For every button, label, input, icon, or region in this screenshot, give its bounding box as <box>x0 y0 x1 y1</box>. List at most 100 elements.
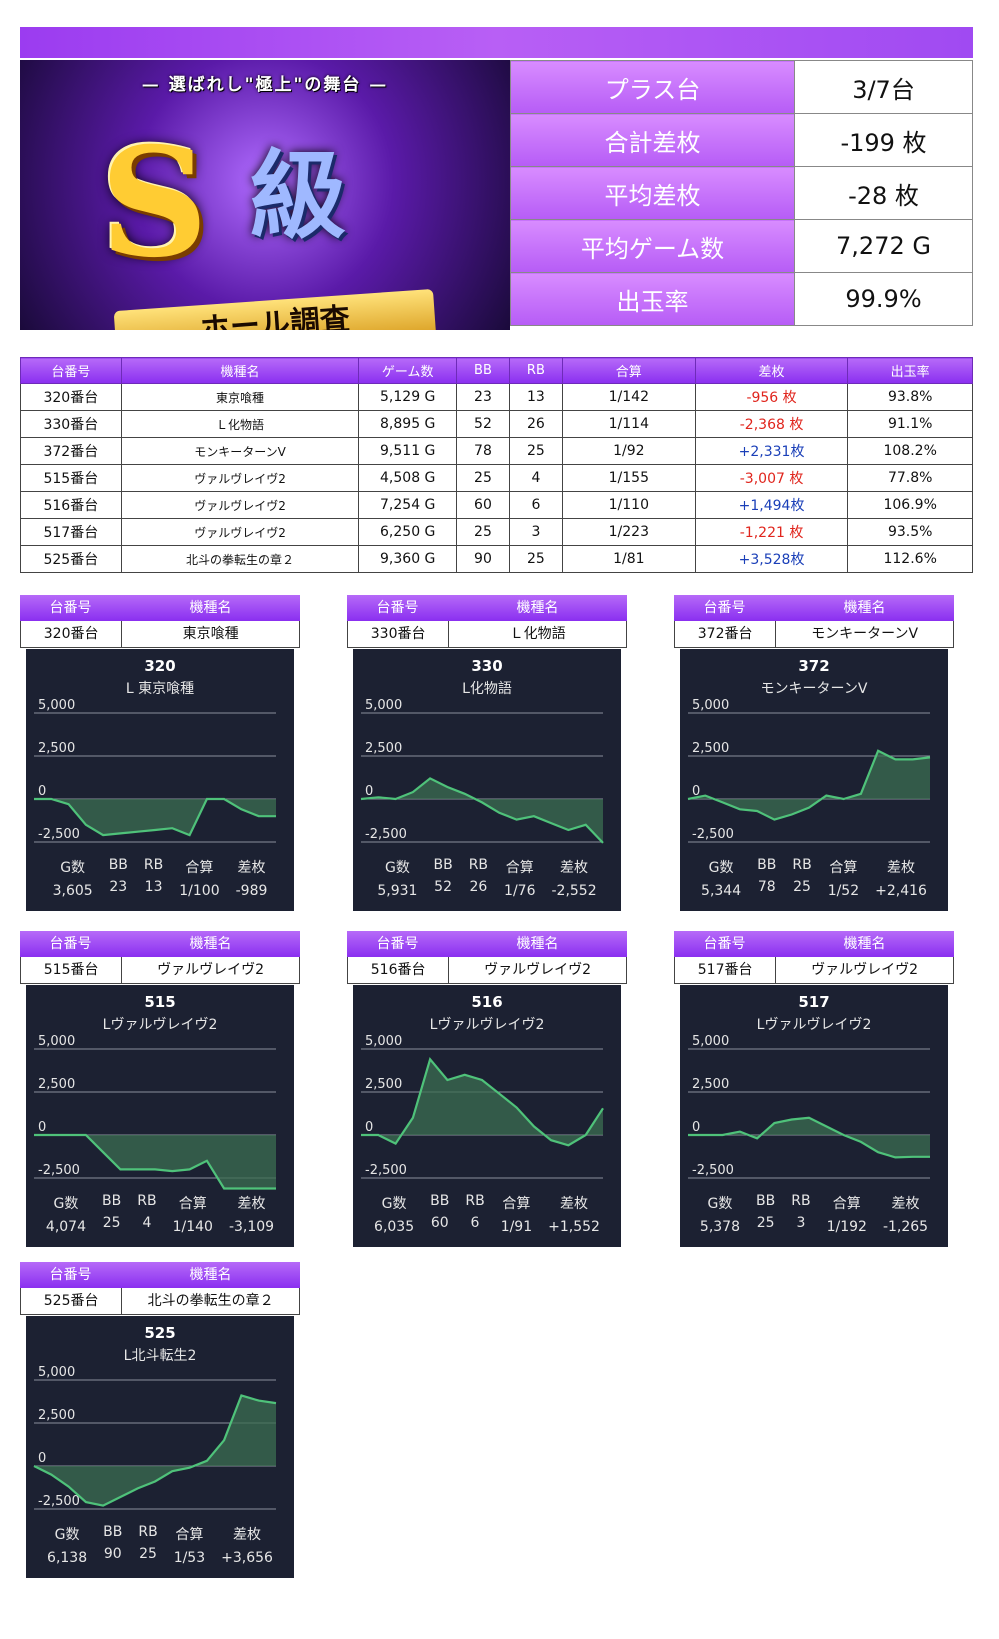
stat-label: RB <box>138 1524 158 1540</box>
graph-area <box>361 1059 603 1146</box>
table-cell: 4 <box>508 464 563 492</box>
card-header-number: 台番号 <box>674 931 775 957</box>
stat-label: BB <box>756 1193 776 1209</box>
table-cell: 26 <box>508 410 563 438</box>
table-cell: 91.1% <box>847 410 973 438</box>
stat-value: -1,265 <box>882 1219 929 1235</box>
table-row: 320番台 東京喰種 5,129 G 23 13 1/142 -956 枚 93.8% <box>20 383 973 411</box>
stat-column: 差枚 +2,416 <box>871 857 931 899</box>
graph-title: 516 <box>471 993 503 1011</box>
card-machine-number: 515番台 <box>20 957 123 983</box>
graph-plot: 5,000 2,500 0 -2,500 <box>687 698 931 843</box>
card-machine-name: Ｌ化物語 <box>449 621 627 647</box>
card-header-name: 機種名 <box>448 931 627 957</box>
graph-line <box>360 777 604 844</box>
card-machine-number: 516番台 <box>347 957 450 983</box>
stat-label: G数 <box>54 1527 80 1543</box>
table-cell: 372番台 <box>20 437 122 465</box>
stat-value: 1/52 <box>827 883 860 899</box>
graph-plot: 5,000 2,500 0 -2,500 <box>688 1034 930 1179</box>
card-header-name: 機種名 <box>775 931 954 957</box>
y-tick-label: 2,500 <box>365 1077 402 1092</box>
stat-column: RB 13 <box>140 857 167 899</box>
stat-label: 合算 <box>505 860 534 876</box>
graph-title: 525 <box>144 1324 176 1342</box>
stat-value: 23 <box>109 879 128 895</box>
table-cell: ヴァルヴレイヴ2 <box>120 464 360 492</box>
y-tick-label: 5,000 <box>38 1365 75 1380</box>
stat-column: 差枚 +1,552 <box>544 1193 604 1235</box>
y-tick-label: 2,500 <box>365 741 402 756</box>
card-info-row: 515番台 ヴァルヴレイヴ2 <box>20 957 300 984</box>
card-machine-number: 320番台 <box>20 621 123 647</box>
card-header: 台番号 機種名 <box>20 931 300 957</box>
graph-subtitle: Lヴァルヴレイヴ2 <box>756 1017 872 1033</box>
stat-label: 差枚 <box>237 860 266 876</box>
table-cell: ヴァルヴレイヴ2 <box>120 518 360 546</box>
stat-value: 25 <box>139 1546 157 1562</box>
stat-value: +2,416 <box>875 883 927 899</box>
slump-graph: 5,000 2,500 0 -2,500 525 L北斗転生2 G数 6,138 BB 90 RB 2… <box>26 1316 294 1578</box>
stat-value: 6 <box>470 1215 480 1231</box>
y-tick-label: -2,500 <box>365 827 407 842</box>
table-cell: 330番台 <box>20 410 122 438</box>
graph-line <box>687 749 931 821</box>
stat-value: 5,344 <box>701 883 742 899</box>
machine-card: 台番号 機種名 515番台 ヴァルヴレイヴ2 5,000 2,500 0 -2,500 515 L… <box>20 931 300 1257</box>
stat-label: 合算 <box>829 860 858 876</box>
stat-value: 26 <box>469 879 488 895</box>
table-row: 372番台 モンキーターンV 9,511 G 78 25 1/92 +2,331枚 108.2… <box>20 437 973 465</box>
machine-card: 台番号 機種名 516番台 ヴァルヴレイヴ2 5,000 2,500 0 -2,500 516 L… <box>347 931 627 1257</box>
table-cell: 517番台 <box>20 518 122 546</box>
graph-title: 372 <box>798 657 830 675</box>
stat-value: 90 <box>103 1546 122 1562</box>
graph-stats: G数 3,605 BB 23 RB 13 合算 1/100 差枚 -989 <box>26 857 294 899</box>
graph-plot: 5,000 2,500 0 -2,500 <box>34 1034 276 1190</box>
table-cell: 320番台 <box>20 383 122 411</box>
table-cell: -2,368 枚 <box>694 410 849 438</box>
card-header: 台番号 機種名 <box>20 1262 300 1288</box>
summary-label: 平均ゲーム数 <box>510 219 795 273</box>
table-cell: 25 <box>508 545 563 573</box>
stat-column: 差枚 -2,552 <box>547 857 600 899</box>
machine-card: 台番号 機種名 330番台 Ｌ化物語 5,000 2,500 0 -2,500 330 L化物語 G… <box>347 595 627 921</box>
summary-value: -28 枚 <box>794 166 973 220</box>
card-header-number: 台番号 <box>347 595 448 621</box>
stat-value: 25 <box>756 1215 775 1231</box>
summary-label: 合計差枚 <box>510 113 795 167</box>
table-cell: 515番台 <box>20 464 122 492</box>
table-cell: ヴァルヴレイヴ2 <box>120 491 360 519</box>
stat-column: BB 60 <box>426 1193 453 1235</box>
table-cell: 525番台 <box>20 545 122 573</box>
card-machine-number: 517番台 <box>674 957 777 983</box>
graph-subtitle: Lヴァルヴレイヴ2 <box>102 1017 218 1033</box>
stat-label: G数 <box>708 860 734 876</box>
card-header-name: 機種名 <box>121 931 300 957</box>
stat-column: RB 25 <box>134 1524 161 1566</box>
stat-column: RB 26 <box>465 857 492 899</box>
stat-value: 4,074 <box>45 1219 87 1235</box>
y-tick-label: -2,500 <box>38 1494 80 1509</box>
card-machine-number: 330番台 <box>347 621 450 647</box>
card-header-name: 機種名 <box>448 595 627 621</box>
stat-label: 差枚 <box>233 1527 262 1543</box>
banner-image: — 選ばれし"極上"の舞台 — S 級 ホール調査 <box>20 60 510 330</box>
y-tick-label: 2,500 <box>38 1408 75 1423</box>
graph-area <box>34 799 276 836</box>
table-cell: Ｌ化物語 <box>120 410 360 438</box>
column-header: 出玉率 <box>847 357 973 384</box>
banner-logo-kyu: 級 <box>250 139 346 252</box>
machine-card: 台番号 機種名 517番台 ヴァルヴレイヴ2 5,000 2,500 0 -2,500 517 L… <box>674 931 954 1257</box>
graph-line <box>361 1057 604 1147</box>
card-header-number: 台番号 <box>20 931 121 957</box>
card-machine-name: ヴァルヴレイヴ2 <box>449 957 627 983</box>
table-cell: 106.9% <box>847 491 973 519</box>
stat-column: G数 3,605 <box>49 857 97 899</box>
stat-label: 合算 <box>502 1196 531 1212</box>
summary-row: 平均ゲーム数 7,272 G <box>510 219 973 273</box>
card-header: 台番号 機種名 <box>674 931 954 957</box>
stat-label: RB <box>137 1193 157 1209</box>
card-header-number: 台番号 <box>674 595 775 621</box>
graph-line <box>34 1133 276 1190</box>
y-tick-label: -2,500 <box>365 1163 407 1178</box>
